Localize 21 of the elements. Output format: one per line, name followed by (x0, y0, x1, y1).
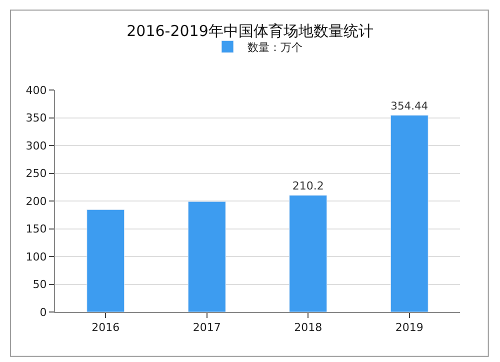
data-label: 354.44 (390, 99, 428, 112)
data-label: 210.2 (292, 179, 324, 192)
bar (390, 115, 428, 312)
y-tick-label: 100 (26, 250, 47, 264)
x-tick-label: 2017 (192, 321, 221, 334)
y-tick-label: 250 (26, 167, 47, 180)
y-tick-label: 400 (26, 84, 47, 97)
x-tick-label: 2019 (395, 321, 424, 334)
y-tick-label: 350 (26, 112, 47, 125)
y-tick-label: 50 (32, 278, 47, 292)
bar (188, 201, 226, 312)
y-tick-label: 150 (26, 222, 47, 236)
chart-title: 2016-2019年中国体育场地数量统计 (126, 22, 374, 40)
bar (289, 195, 328, 312)
x-tick-label: 2016 (92, 321, 120, 334)
y-tick-label: 200 (26, 194, 47, 208)
bar (86, 209, 125, 312)
x-tick-label: 2018 (294, 321, 322, 334)
y-tick-label: 0 (40, 306, 47, 319)
legend-label: 数量：万个 (248, 40, 302, 54)
y-tick-label: 300 (26, 139, 47, 152)
